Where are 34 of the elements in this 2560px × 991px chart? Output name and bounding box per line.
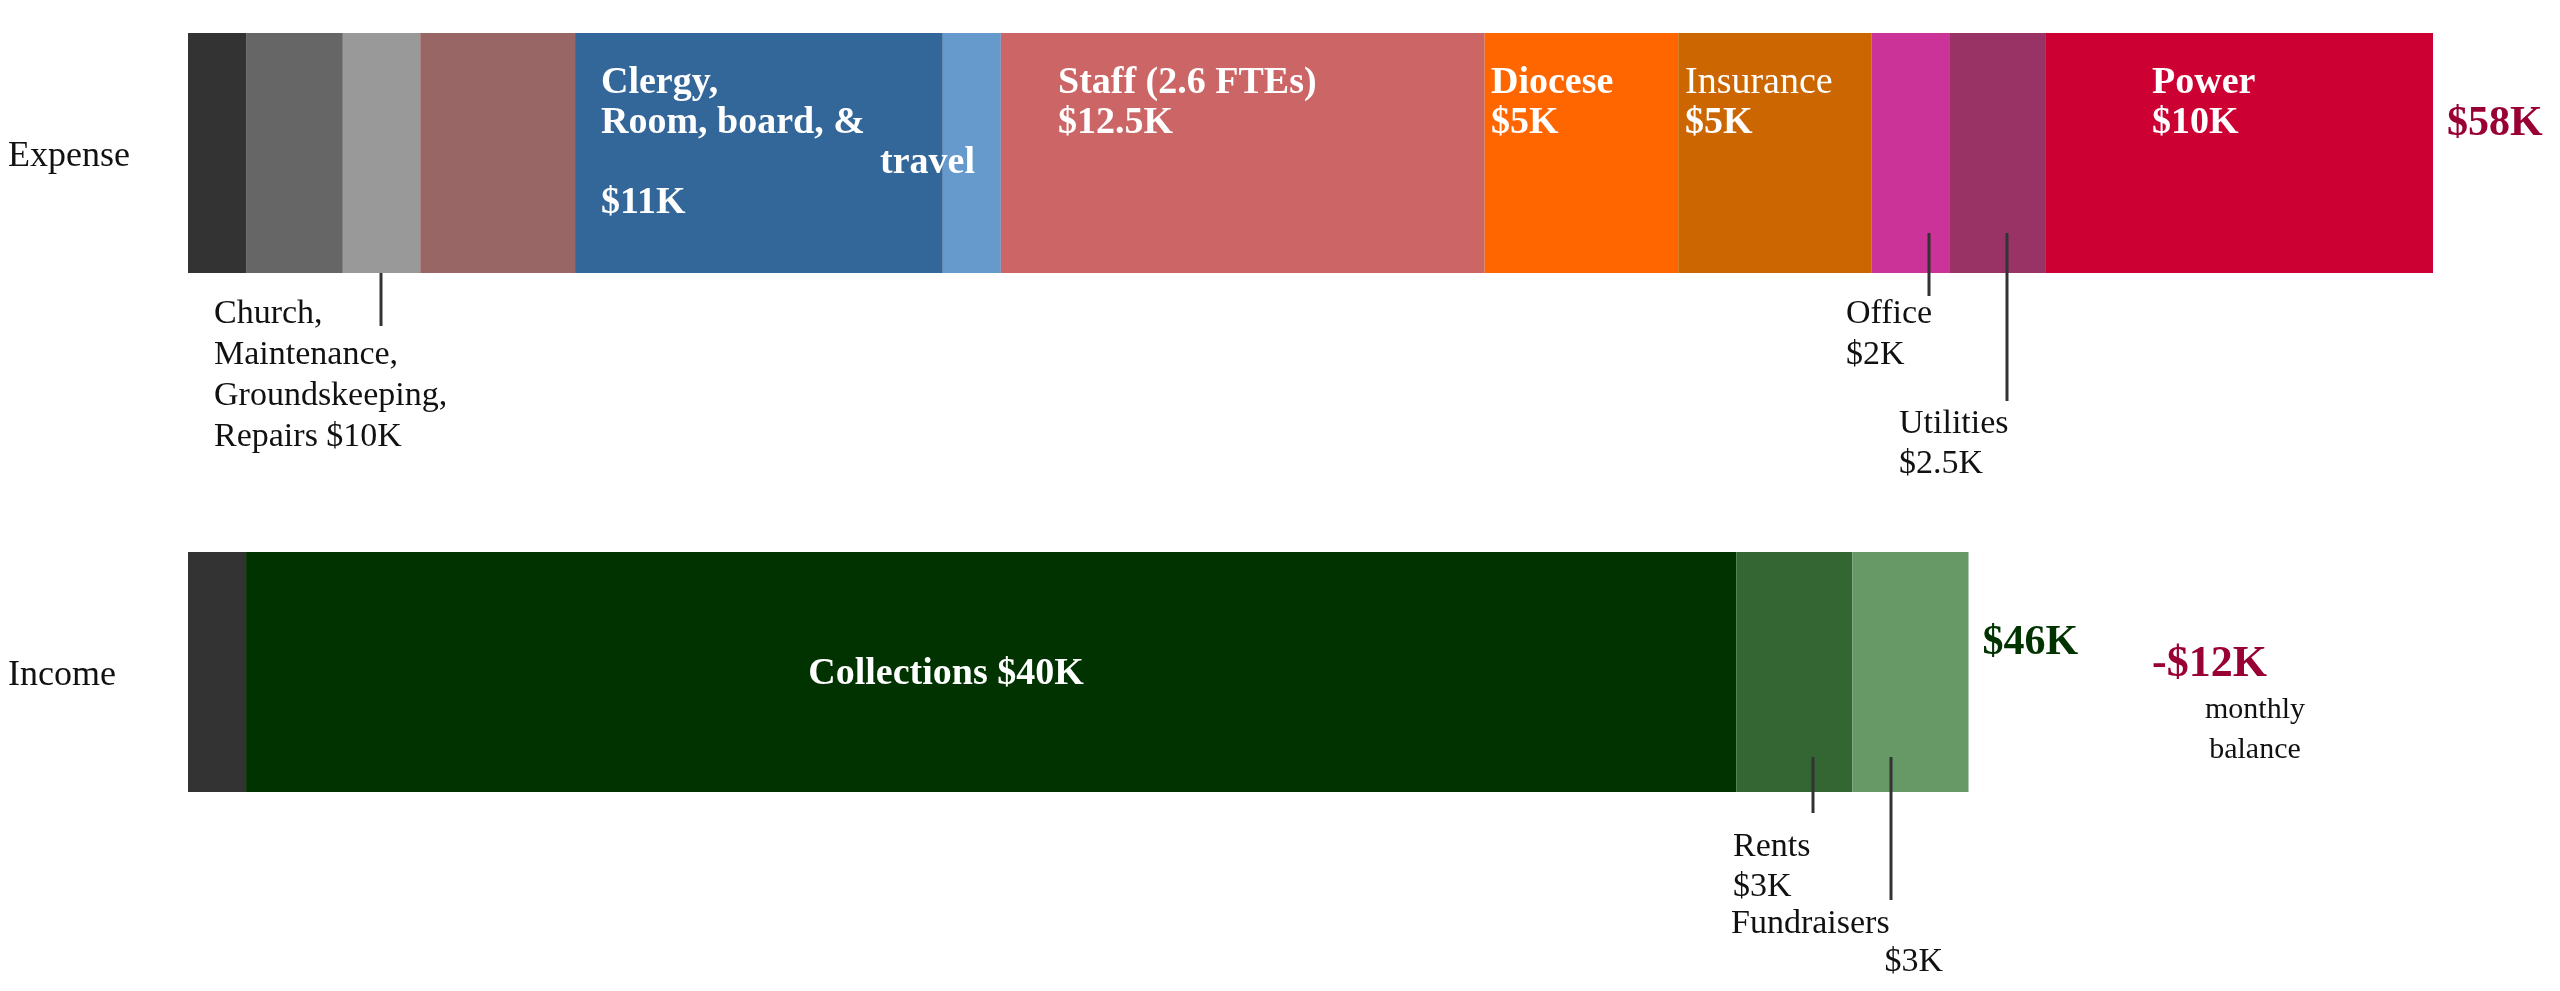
annotation: -$12K	[2152, 637, 2267, 686]
annotation: Church, Maintenance, Groundskeeping, Repairs $10K	[214, 293, 448, 453]
bar	[420, 33, 576, 273]
data-label: $5K	[1685, 99, 1753, 141]
bar	[1852, 552, 1969, 792]
bar	[246, 552, 1737, 792]
bar	[246, 33, 343, 273]
annotation: Collections $40K	[808, 650, 1085, 692]
annotation: Rents $3K	[1733, 826, 1811, 903]
y-tick-label: Expense	[8, 134, 130, 174]
y-tick-label: Income	[8, 653, 116, 693]
annotation: Insurance	[1685, 59, 1833, 101]
total-label: $46K	[1982, 617, 2079, 663]
annotation: monthly balance	[2204, 691, 2306, 764]
bar	[1949, 33, 2046, 273]
bar	[1736, 552, 1853, 792]
bar	[1484, 33, 1679, 273]
total-label: $58K	[2447, 98, 2543, 144]
bar	[188, 552, 247, 792]
annotation: Fundraisers $3K	[1731, 903, 1944, 978]
bar	[1678, 33, 1872, 273]
bar	[1871, 33, 1950, 273]
bar	[2045, 33, 2433, 273]
annotation: Office $2K	[1846, 293, 1933, 371]
bar	[188, 33, 247, 273]
annotation: Utilities $2.5K	[1899, 403, 2009, 480]
annotation: Power	[2152, 59, 2256, 101]
data-label: $10K	[2152, 99, 2239, 141]
text: Clergy, Room, board, & travel $11K	[601, 59, 975, 221]
data-label: $5K	[1491, 99, 1559, 141]
annotation: Diocese	[1491, 59, 1614, 101]
bar	[342, 33, 421, 273]
annotation: Staff (2.6 FTEs)	[1058, 59, 1317, 102]
bar	[1000, 33, 1485, 273]
